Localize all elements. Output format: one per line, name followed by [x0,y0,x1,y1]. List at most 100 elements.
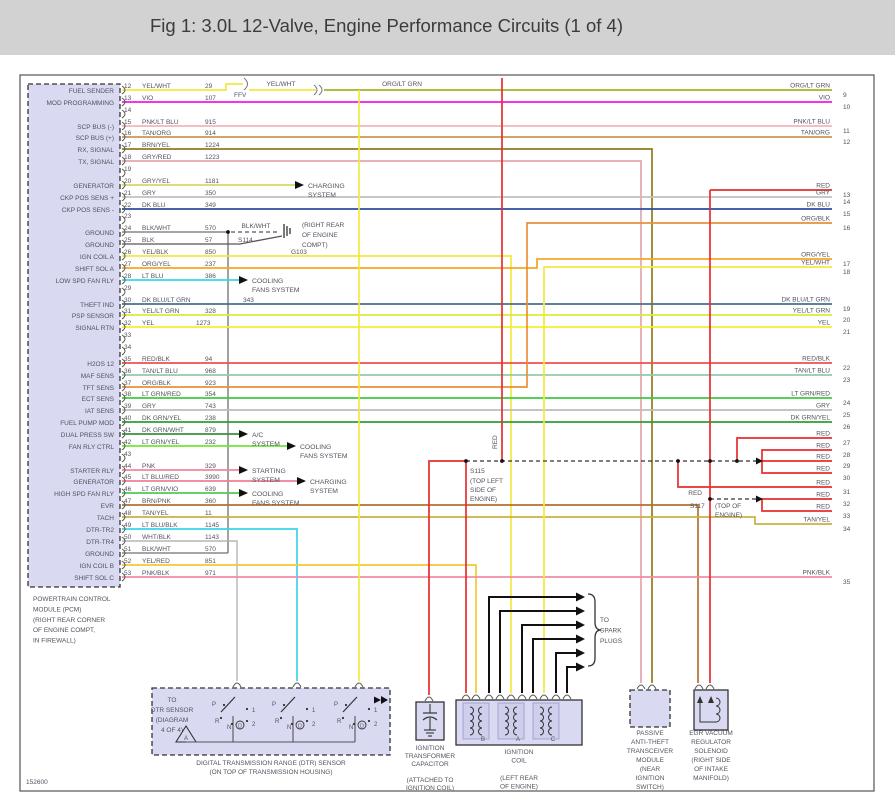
pcm-wire-name: GRY [142,403,157,410]
pcm-pin-number: 35 [124,356,132,363]
pcm-pin-number: 36 [124,368,132,375]
system-label: A/C [252,432,263,439]
pcm-pin-label: FUEL PUMP MOD [60,420,114,427]
dtr-pos-label: R [275,719,280,725]
system-label: COOLING [300,444,331,451]
right-pin-number: 35 [843,579,851,586]
egr-vacuum-regulator-solenoid-box-caption: (RIGHT SIDE [691,757,731,764]
pcm-pin-arc [121,417,126,427]
pcm-circuit-number: 360 [205,498,216,505]
pcm-pin-number: 52 [124,558,132,565]
ignition-transformer-capacitor-box-caption: CAPACITOR [411,761,449,768]
annotation: YEL/WHT [267,81,296,88]
coil-winding-box [462,702,490,740]
right-wire-name: YEL/WHT [801,260,830,267]
pcm-box [27,83,121,588]
pcm-pin-label: MAF SENS [81,373,115,380]
pcm-pin-arc [121,405,126,415]
pcm-pin-number: 37 [124,380,132,387]
pcm-pin-number: 43 [124,451,132,458]
right-pin-number: 23 [843,377,851,384]
pcm-pin-label: GENERATOR [73,183,114,190]
pin-connector-arc [232,682,242,688]
right-pin-number: 13 [843,192,851,199]
pcm-circuit-number: 232 [205,439,216,446]
pin48-tan-yel-to-34 [122,516,832,525]
pcm-pin-arc [121,476,126,486]
pin-connector-arc [461,694,471,700]
pcm-wire-name: DK GRN/YEL [142,415,182,422]
junction-dot [708,497,712,501]
passive-anti-theft-module-box-caption: (NEAR [640,766,661,773]
pcm-wire-name: GRY/YEL [142,178,170,185]
pcm-wire-name: TAN/LT BLU [142,368,178,375]
pcm-pin-arc [121,215,126,225]
pcm-pin-arc [121,429,126,439]
passive-anti-theft-module-box-caption: ANTI-THEFT [631,739,669,746]
pcm-pin-arc [121,227,126,237]
system-label: FANS SYSTEM [252,287,300,294]
right-wire-name: LT GRN/RED [791,391,830,398]
spark-plug-wire [555,652,576,693]
pcm-wire-name: LT BLU [142,273,164,280]
pcm-pin-label: IAT SENS [85,408,115,415]
pcm-pin-label: HIGH SPD FAN RLY [54,491,115,498]
coil-winding-label: A [516,736,521,743]
ignition-transformer-capacitor-box-caption: IGNITION [416,745,445,752]
dtr-pos-label: 1 [374,708,378,714]
annotation: (TOP OF [715,503,741,510]
pcm-pin-arc [121,441,126,451]
right-pin-number: 11 [843,128,850,135]
pcm-circuit-number: 328 [205,308,216,315]
system-label: FANS SYSTEM [252,500,300,507]
dtr-contact-dot [367,719,371,723]
dtr-inner-label: (DIAGRAM [156,717,189,724]
pin50-wht-blk-to-dtr6 [122,540,238,681]
pcm-circuit-number: 354 [205,391,216,398]
pcm-wire-name: BLK/WHT [142,225,171,232]
pcm-pin-label: STARTER RLY [70,468,114,475]
pcm-pin-label: TACH [97,515,115,522]
right-pin-number: 32 [843,501,851,508]
pcm-wire-name: BRN/PNK [142,498,172,505]
pcm-wire-name: PNK [142,463,156,470]
coil-winding-icon [539,706,544,736]
pcm-pin-number: 28 [124,273,132,280]
pcm-pin-number: 20 [124,178,132,185]
pcm-pin-label: SIGNAL RTN [75,325,114,332]
coil-winding-box [497,702,525,740]
spark-plug-wire [532,638,576,693]
passive-anti-theft-module-box-caption: PASSIVE [636,730,664,737]
right-wire-name: GRY [816,190,831,197]
annotation: RED [492,435,499,449]
right-wire-name: RED [816,466,830,473]
red-to-31 [677,461,832,488]
coil-winding-icon [469,706,474,736]
pcm-pin-arc [121,287,126,297]
pcm-pin-number: 13 [124,95,132,102]
pin-connector-arc [539,694,549,700]
pcm-pin-arc [121,85,126,95]
dtr-pos-label: R [337,719,342,725]
system-label: COOLING [252,278,283,285]
pcm-pin-number: 16 [124,130,132,137]
pcm-pin-arc [121,560,126,570]
dtr-contact-dot [245,707,249,711]
to-spark-plugs-label: TO [600,617,609,624]
pin-connector-arc [506,694,516,700]
junction-dot [735,459,739,463]
pcm-wire-name: ORG/YEL [142,261,171,268]
pcm-circuit-number: 237 [205,261,216,268]
right-wire-name: RED [816,431,830,438]
right-wire-name: RED [816,183,830,190]
pcm-pin-arc [121,488,126,498]
pcm-pin-number: 25 [124,237,132,244]
pcm-wire-name: BRN/YEL [142,142,170,149]
annotation: (RIGHT REAR [302,222,344,229]
pcm-pin-label: GENERATOR [73,479,114,486]
dtr-contact-dot [290,722,294,726]
right-pin-number: 19 [843,306,851,313]
system-arrowhead [295,181,304,189]
dtr-pos-label: D [298,724,302,730]
coil-winding-icon [504,706,509,736]
